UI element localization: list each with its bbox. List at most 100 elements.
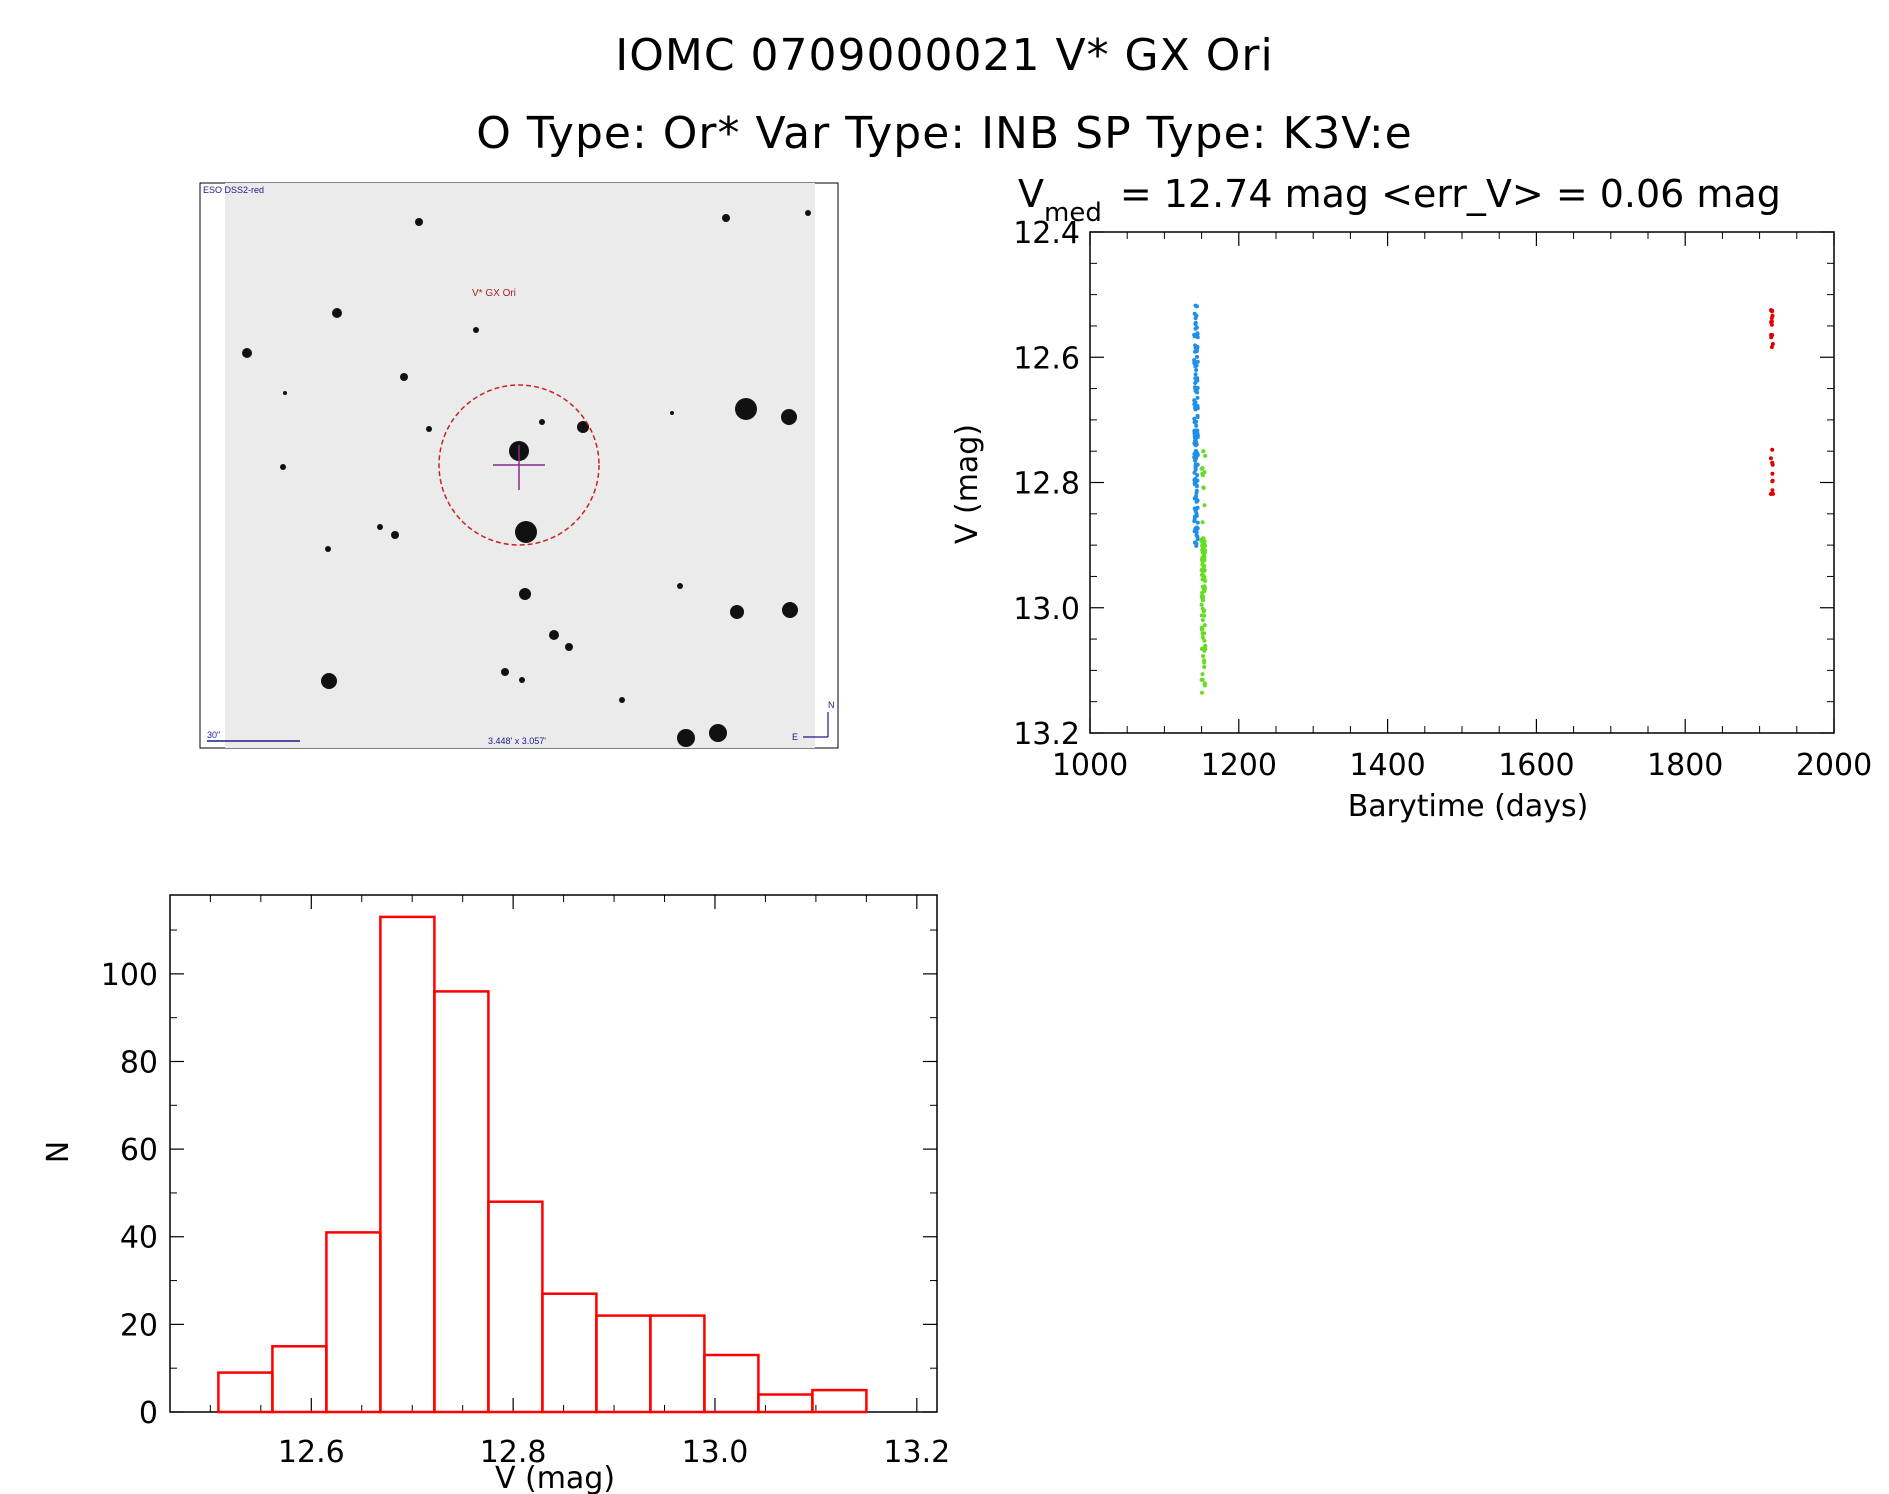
lc-ytick-label-2: 12.8 [1013, 467, 1080, 502]
hist-bars [217, 915, 868, 1414]
lc-point-season2 [1202, 683, 1207, 688]
hist-bar-8 [649, 1314, 706, 1414]
lc-point-season1 [1194, 423, 1199, 428]
lc-point-season2 [1200, 555, 1205, 560]
lc-point-season3 [1770, 471, 1775, 476]
lc-xtick-label-4: 1800 [1647, 748, 1723, 783]
lc-point-season1 [1193, 420, 1197, 425]
lc-point-season1 [1194, 388, 1199, 393]
survey-label: ESO DSS2-red [203, 185, 264, 195]
compass-east-label: E [792, 732, 798, 742]
lc-xlabel: Barytime (days) [1348, 789, 1589, 824]
lc-point-season1 [1192, 358, 1197, 362]
hist-frame [169, 894, 938, 1413]
lc-point-season1 [1195, 473, 1200, 478]
finder-stars [242, 210, 811, 747]
star-7 [539, 419, 545, 425]
star-5 [426, 426, 432, 432]
hist-ylabel: N [41, 1141, 76, 1163]
star-27 [677, 729, 695, 747]
lc-point-season1 [1192, 519, 1197, 524]
lc-point-season1 [1194, 533, 1199, 538]
lc-title-rest: = 12.74 mag <err_V> = 0.06 mag [1120, 172, 1781, 216]
hist-bar-0 [217, 1371, 274, 1414]
lc-point-season1 [1193, 316, 1198, 321]
lc-point-season3 [1768, 456, 1773, 461]
hist-bar-2 [325, 1231, 382, 1414]
star-11 [735, 398, 757, 420]
star-0 [332, 308, 342, 318]
light-curve-chart: Vmed = 12.74 mag <err_V> = 0.06 mag 1000 1… [950, 172, 1872, 824]
lc-xtick-label-1: 1200 [1201, 748, 1277, 783]
lc-point-season1 [1194, 511, 1199, 516]
star-17 [677, 583, 683, 589]
star-22 [565, 643, 573, 651]
lc-point-season3 [1769, 308, 1773, 313]
lc-point-season2 [1199, 677, 1204, 682]
lc-point-season2 [1202, 503, 1207, 508]
lc-point-season2 [1200, 550, 1205, 555]
star-6 [473, 327, 479, 333]
star-2 [415, 218, 423, 226]
lc-point-season2 [1202, 623, 1207, 628]
hist-ytick-label-4: 80 [120, 1045, 158, 1080]
lc-points [1192, 303, 1775, 695]
hist-xtick-label-0: 12.6 [278, 1435, 345, 1470]
lc-xtick-label-0: 1000 [1052, 748, 1128, 783]
lc-point-season1 [1192, 478, 1197, 483]
lc-point-season2 [1200, 635, 1205, 640]
hist-bar-11 [811, 1388, 868, 1414]
lc-point-season2 [1201, 609, 1206, 614]
hist-bar-6 [541, 1292, 598, 1414]
hist-bar-4 [433, 990, 490, 1414]
lc-point-season1 [1193, 458, 1197, 463]
lc-point-season3 [1770, 479, 1775, 484]
hist-bar-1 [271, 1345, 328, 1414]
lc-point-season1 [1194, 449, 1199, 453]
lc-title-sub: med [1044, 198, 1102, 228]
lc-point-season1 [1195, 498, 1200, 503]
hist-ytick-label-3: 60 [120, 1133, 158, 1168]
target-aperture-circle [438, 384, 600, 546]
star-24 [519, 677, 525, 683]
lc-point-season2 [1202, 588, 1207, 593]
star-10 [577, 421, 589, 433]
lc-ylabel: V (mag) [950, 424, 985, 544]
lc-point-season2 [1200, 672, 1205, 677]
lc-point-season2 [1202, 658, 1207, 663]
hist-bar-5 [487, 1200, 544, 1414]
star-25 [321, 673, 337, 689]
lc-point-season1 [1192, 482, 1197, 487]
lc-point-season2 [1201, 569, 1206, 574]
lc-point-season1 [1194, 490, 1199, 495]
lc-point-season1 [1192, 434, 1197, 439]
lc-point-season1 [1194, 541, 1199, 546]
hist-axes: 12.6 12.8 13.0 13.2 0 20 40 60 80 100 [101, 894, 950, 1470]
lc-point-season3 [1770, 333, 1775, 338]
hist-ytick-label-1: 20 [120, 1308, 158, 1343]
lc-point-season2 [1201, 546, 1206, 551]
lc-point-season1 [1194, 379, 1199, 384]
lc-axes: 1000 1200 1400 1600 1800 2000 12.4 12.6 12.8 13.0… [1013, 216, 1872, 783]
lc-point-season3 [1770, 488, 1775, 493]
lc-point-season2 [1200, 593, 1204, 598]
lc-point-season3 [1769, 322, 1774, 327]
lc-point-season1 [1194, 506, 1199, 511]
lc-point-season1 [1193, 467, 1198, 472]
lc-point-season1 [1193, 346, 1198, 350]
lc-point-season1 [1195, 354, 1199, 359]
star-15 [391, 531, 399, 539]
lc-point-season1 [1195, 413, 1200, 418]
lc-point-season1 [1192, 334, 1197, 339]
hist-ytick-label-2: 40 [120, 1221, 158, 1256]
histogram-chart: 12.6 12.8 13.0 13.2 0 20 40 60 80 100 V (mag) N [41, 894, 950, 1494]
lc-point-season2 [1202, 665, 1207, 669]
lc-point-season2 [1202, 631, 1207, 636]
fov-label: 3.448' x 3.057' [488, 736, 546, 746]
lc-point-season2 [1202, 645, 1207, 650]
star-16 [325, 546, 331, 552]
lc-ytick-label-1: 12.6 [1013, 341, 1080, 376]
star-18 [519, 588, 531, 600]
lc-point-season1 [1192, 399, 1197, 404]
